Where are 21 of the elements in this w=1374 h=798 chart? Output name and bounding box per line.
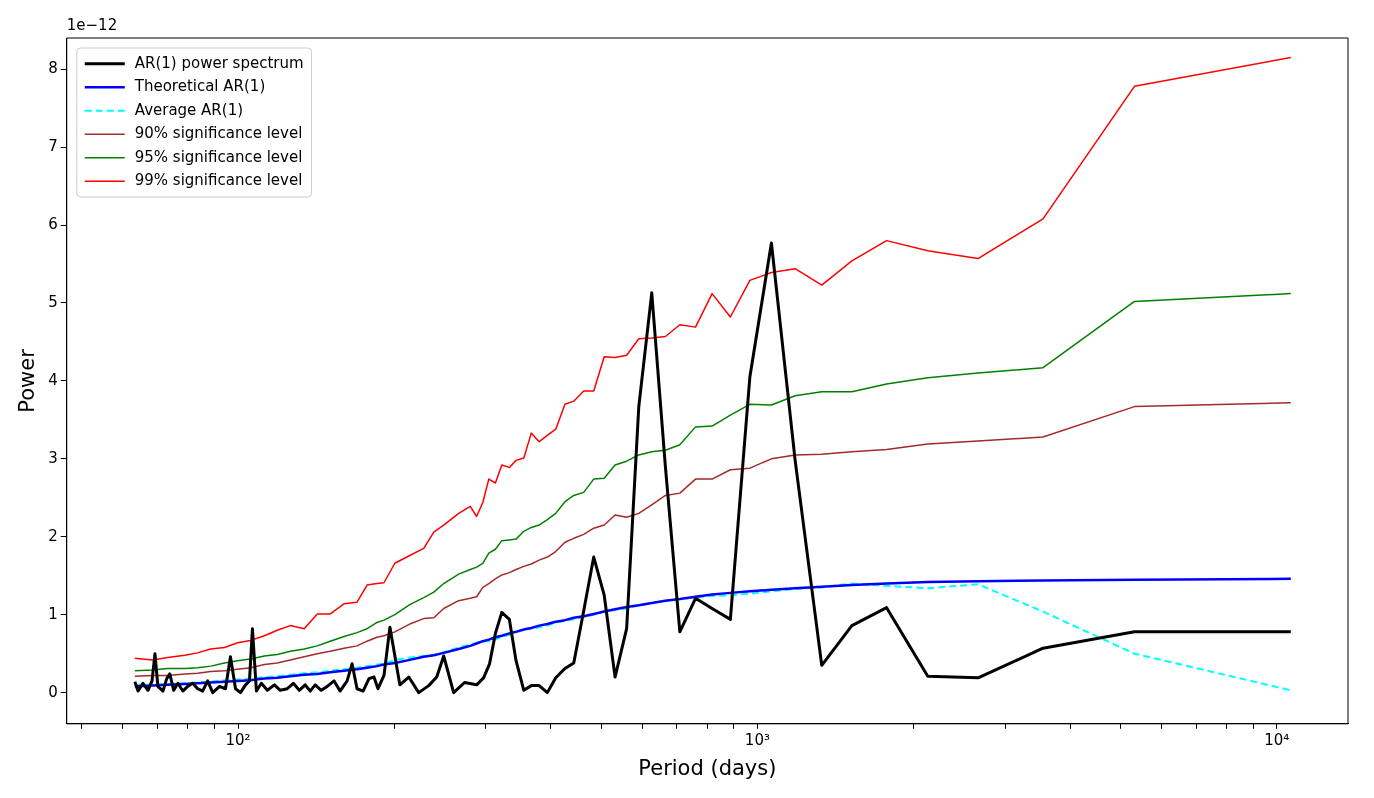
legend-label: Theoretical AR(1) (133, 77, 266, 96)
legend-label: 99% significance level (134, 171, 303, 190)
y-tick-label: 7 (48, 137, 58, 155)
legend-label: 90% significance level (134, 124, 303, 143)
y-tick-label: 3 (48, 448, 58, 467)
x-tick-label: 10³ (744, 730, 770, 749)
y-tick-label: 2 (48, 526, 58, 545)
y-tick-label: 0 (48, 682, 58, 701)
y-tick-label: 1 (48, 604, 58, 623)
y-tick-label: 4 (48, 370, 58, 389)
text: 1e−12 (66, 16, 118, 35)
x-axis-title: Period (days) (638, 755, 777, 780)
x-tick-label: 10² (225, 730, 251, 749)
x-tick-label: 10⁴ (1264, 730, 1290, 749)
y-tick-label: 5 (48, 292, 58, 311)
legend-label: Average AR(1) (134, 100, 244, 119)
legend-label: 95% significance level (134, 147, 303, 166)
y-tick-label: 6 (48, 214, 58, 233)
legend-label: AR(1) power spectrum (134, 53, 304, 72)
y-axis-title: Power (15, 348, 40, 413)
y-tick-label: 8 (48, 59, 58, 78)
